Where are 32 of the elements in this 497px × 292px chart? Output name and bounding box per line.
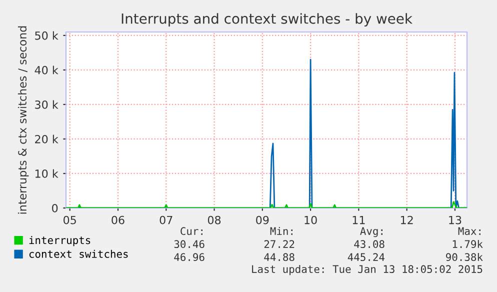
text: 46.96 [174,253,204,262]
x-tick-label: 06 [112,216,124,224]
text: Cur: [180,227,202,236]
x-tick-label: 13 [449,216,462,224]
legend-label: context switches [29,250,128,258]
text: 445.24 [348,253,385,262]
chart-title: Interrupts and context switches - by week [122,13,412,27]
x-tick-label: 05 [64,216,76,224]
y-tick-label: 50 k [35,31,58,40]
text: 27.22 [264,240,294,248]
text: 43.08 [354,240,384,248]
x-tick-label: 07 [160,216,172,224]
x-tick-label: 08 [208,216,221,224]
x-tick-label: 10 [304,216,317,224]
text: 90.38k [446,252,483,262]
y-tick-label: 0 [52,204,58,212]
y-tick-label: 40 k [34,66,58,74]
text: Min: [270,226,292,235]
x-tick-label: 12 [400,216,413,224]
text: Last update: Tue Jan 13 18:05:02 2015 [252,264,482,276]
text: 30.46 [174,240,204,248]
y-tick-label: 10 k [35,169,58,178]
y-tick-label: 30 k [35,100,58,109]
text: Max: [458,227,480,236]
text: 44.88 [264,253,294,262]
y-axis-title: interrupts & ctx switches / second [18,26,29,214]
text: 1.79k [452,240,483,248]
x-tick-label: 09 [256,216,269,224]
x-tick-label: 11 [352,216,365,224]
y-tick-label: 20 k [35,134,58,144]
text: Avg: [360,227,382,238]
legend-label: interrupts [29,236,90,246]
